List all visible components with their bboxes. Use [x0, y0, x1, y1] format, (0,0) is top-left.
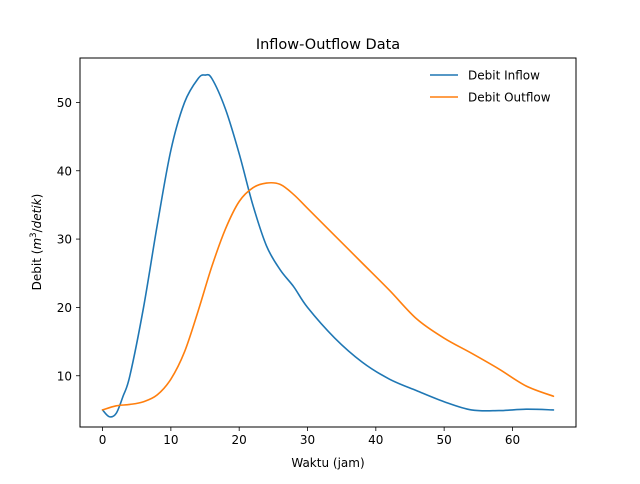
y-tick-label: 40 [57, 164, 72, 178]
plot-area: 0 10 20 30 40 50 60 10 20 30 40 50 [57, 57, 577, 447]
legend-label-debit-inflow: Debit Inflow [468, 69, 540, 83]
y-axis-label-separator: / [30, 227, 44, 232]
y-tick-label: 20 [57, 301, 72, 315]
y-axis-label-detik: detik [30, 197, 44, 228]
x-tick-label: 30 [300, 433, 315, 447]
chart-title: Inflow-Outflow Data [256, 37, 400, 53]
x-tick-label: 20 [232, 433, 247, 447]
plot-frame [79, 57, 577, 428]
y-axis-label-superscript: 3 [29, 232, 39, 237]
series-line-debit-outflow [101, 181, 555, 411]
legend: Debit Inflow Debit Outflow [430, 69, 551, 105]
series-line-debit-inflow [101, 73, 555, 418]
y-axis-label-m: m [30, 238, 44, 250]
y-tick-label: 30 [57, 233, 72, 247]
legend-label-debit-outflow: Debit Outflow [468, 91, 551, 105]
x-axis-label: Waktu (jam) [291, 456, 364, 470]
x-tick-label: 60 [505, 433, 520, 447]
y-tick-label: 10 [57, 369, 72, 383]
x-tick-label: 10 [163, 433, 178, 447]
x-tick-label: 0 [99, 433, 107, 447]
y-axis-ticks: 10 20 30 40 50 [57, 96, 80, 383]
y-axis-label-prefix: Debit ( [30, 250, 44, 291]
y-tick-label: 50 [57, 96, 72, 110]
y-axis-label-suffix: ) [30, 194, 44, 199]
x-axis-ticks: 0 10 20 30 40 50 60 [99, 427, 520, 447]
x-tick-label: 40 [368, 433, 383, 447]
x-tick-label: 50 [437, 433, 452, 447]
y-axis-label: Debit (m3/detik) [29, 194, 44, 291]
series-layer [101, 73, 555, 418]
